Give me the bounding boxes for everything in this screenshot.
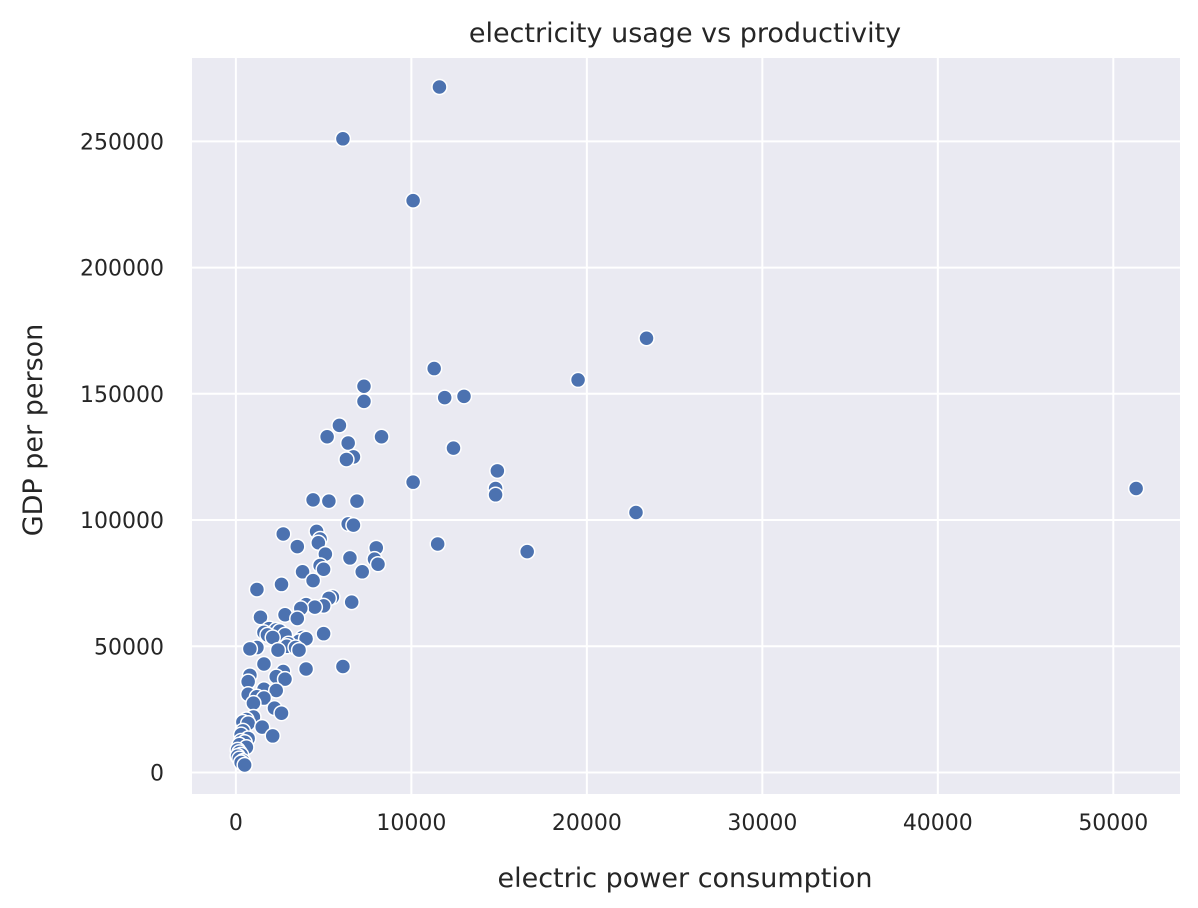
x-tick-label: 40000 xyxy=(903,811,973,836)
scatter-point xyxy=(253,718,271,736)
scatter-point xyxy=(429,535,446,553)
scatter-point xyxy=(404,192,422,209)
scatter-point xyxy=(334,658,352,675)
scatter-point xyxy=(294,563,311,581)
scatter-point xyxy=(241,640,259,658)
scatter-point xyxy=(518,543,536,560)
x-tick-label: 30000 xyxy=(727,811,797,836)
scatter-point xyxy=(267,682,285,699)
scatter-point xyxy=(343,593,360,611)
y-axis-label: GDP per person xyxy=(18,324,49,537)
scatter-point xyxy=(289,538,306,555)
scatter-point xyxy=(306,598,324,616)
scatter-point xyxy=(273,576,290,593)
scatter-point xyxy=(248,581,266,598)
scatter-point xyxy=(315,561,332,578)
scatter-point xyxy=(455,388,473,405)
scatter-point xyxy=(445,439,462,457)
y-tick-label: 200000 xyxy=(80,257,164,282)
x-tick-label: 20000 xyxy=(552,811,622,836)
scatter-point xyxy=(269,641,287,659)
scatter-point xyxy=(290,641,308,659)
y-tick-label: 150000 xyxy=(80,383,164,408)
scatter-point xyxy=(404,473,422,491)
scatter-point xyxy=(315,625,332,642)
scatter-point xyxy=(338,451,355,468)
scatter-point xyxy=(341,549,359,567)
scatter-point xyxy=(339,434,357,452)
scatter-point xyxy=(487,486,504,504)
scatter-point xyxy=(245,694,262,712)
scatter-point xyxy=(355,393,373,410)
scatter-point xyxy=(355,377,373,395)
scatter-point xyxy=(273,704,290,722)
scatter-point xyxy=(255,655,273,673)
scatter-point xyxy=(289,610,306,627)
scatter-point xyxy=(275,525,292,543)
scatter-point xyxy=(431,78,448,96)
scatter-point xyxy=(304,572,322,589)
plot-area xyxy=(192,58,1180,794)
x-axis-ticks: 0 10000 20000 30000 40000 50000 xyxy=(229,811,1148,836)
data-points xyxy=(229,78,1145,774)
scatter-point xyxy=(627,504,645,521)
scatter-point xyxy=(353,563,371,581)
scatter-point xyxy=(348,492,366,510)
scatter-point xyxy=(638,330,655,347)
scatter-point xyxy=(1127,480,1145,497)
scatter-point xyxy=(345,516,362,534)
x-tick-label: 10000 xyxy=(376,811,446,836)
scatter-point xyxy=(320,492,338,510)
scatter-point xyxy=(436,389,453,406)
scatter-point xyxy=(369,555,387,573)
scatter-point xyxy=(276,670,294,688)
scatter-point xyxy=(318,428,336,445)
chart-title: electricity usage vs productivity xyxy=(469,18,901,49)
y-tick-label: 100000 xyxy=(80,509,164,534)
scatter-point xyxy=(373,428,390,445)
y-axis-ticks: 0 50000 100000 150000 200000 250000 xyxy=(80,130,164,786)
scatter-point xyxy=(304,491,322,509)
scatter-point xyxy=(489,462,506,480)
scatter-point xyxy=(252,609,269,626)
scatter-point xyxy=(297,660,315,678)
scatter-point xyxy=(331,417,348,434)
scatter-point xyxy=(425,360,443,377)
scatter-point xyxy=(264,727,281,745)
y-tick-label: 50000 xyxy=(94,635,164,660)
x-axis-label: electric power consumption xyxy=(497,863,872,894)
scatter-point xyxy=(569,371,587,389)
scatter-point xyxy=(236,756,253,774)
x-tick-label: 0 xyxy=(229,811,243,836)
y-tick-label: 250000 xyxy=(80,130,164,155)
y-tick-label: 0 xyxy=(150,762,164,787)
scatter-point xyxy=(334,130,352,148)
x-tick-label: 50000 xyxy=(1078,811,1148,836)
